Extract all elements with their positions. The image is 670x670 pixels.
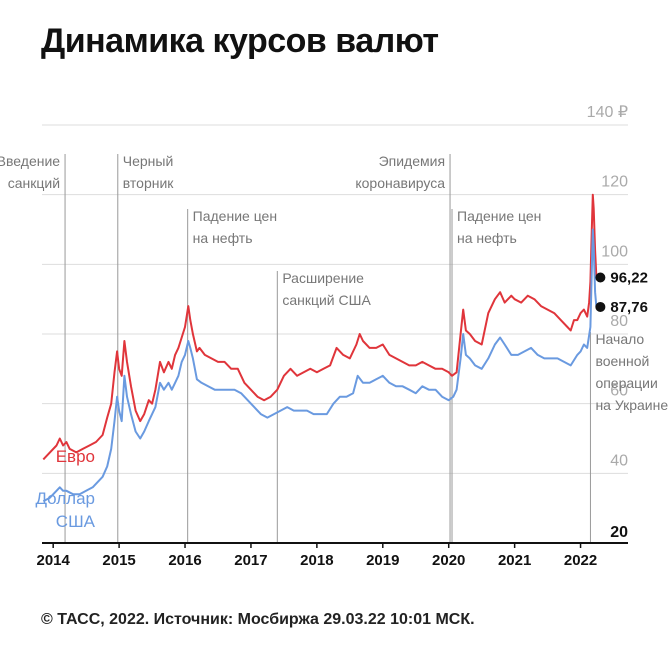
event-label-4-0: Эпидемия [379,153,445,169]
grid-lines [42,124,628,474]
series-lines [42,193,598,503]
event-label-6-1: военной [595,353,649,369]
end-value-label-0: 96,22 [610,270,648,287]
event-label-2-1: на нефть [193,230,253,246]
x-tick-label-2016: 2016 [168,552,201,569]
y-tick-label-20: 20 [610,524,628,541]
event-label-4-1: коронавируса [355,175,445,191]
event-label-0-0: Введение [0,153,60,169]
event-label-5-0: Падение цен [457,208,541,224]
event-label-0-1: санкций [8,175,60,191]
end-values: 96,22 87,76 [595,270,648,316]
x-axis: 2014 2015 2016 2017 2018 2019 2020 2021 2022 [36,542,628,569]
event-label-3-0: Расширение [282,270,364,286]
series-label-euro: Евро [56,447,95,466]
x-tick-label-2017: 2017 [234,552,267,569]
event-label-6-0: Начало [595,331,644,347]
event-label-6-2: операции [595,375,657,391]
series-line-usd [42,228,598,503]
x-tick-label-2019: 2019 [366,552,399,569]
y-axis-ticks: 20 40 60 80 100 120 140 ₽ [587,104,628,541]
event-label-2-0: Падение цен [193,208,277,224]
x-tick-label-2022: 2022 [564,552,597,569]
y-tick-label-100: 100 [601,243,628,260]
event-label-5-1: на нефть [457,230,517,246]
chart-title: Динамика курсов валют [41,22,439,60]
event-label-1-1: вторник [123,175,175,191]
x-tick-label-2021: 2021 [498,552,531,569]
x-tick-label-2020: 2020 [432,552,465,569]
event-annotations: Введение санкций Черный вторник Падение цен н… [0,153,668,543]
event-label-3-1: санкций США [282,292,371,308]
x-tick-label-2014: 2014 [36,552,70,569]
series-label-usd-line2: США [56,512,96,531]
end-dot-0 [595,272,606,283]
series-label-usd-line1: Доллар [35,489,95,508]
source-note: © ТАСС, 2022. Источник: Мосбиржа 29.03.2… [41,611,475,628]
y-tick-label-60: 60 [610,383,628,400]
event-label-1-0: Черный [123,153,174,169]
series-line-euro [42,193,598,461]
x-tick-label-2015: 2015 [102,552,135,569]
x-tick-label-2018: 2018 [300,552,333,569]
end-dot-1 [595,301,606,312]
end-value-label-1: 87,76 [610,299,648,316]
y-tick-label-140: 140 ₽ [587,104,628,121]
y-tick-label-40: 40 [610,452,628,469]
series-labels: Евро Доллар США [35,447,95,531]
event-label-6-3: на Украине [595,397,668,413]
y-tick-label-120: 120 [601,174,628,191]
y-tick-label-80: 80 [610,313,628,330]
